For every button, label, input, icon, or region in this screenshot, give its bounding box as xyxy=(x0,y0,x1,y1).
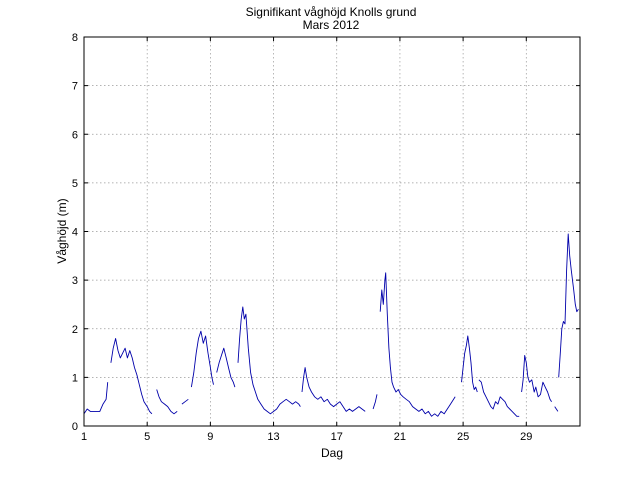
series-line-segment xyxy=(156,389,178,415)
series-line-segment xyxy=(478,379,520,417)
series-line-segment xyxy=(237,306,301,415)
y-tick-label: 2 xyxy=(72,324,78,336)
y-tick-label: 4 xyxy=(72,227,78,239)
series-line-segment xyxy=(301,367,366,412)
series-line-segment xyxy=(554,406,559,412)
series-line-segment xyxy=(379,272,456,417)
series-line-segment xyxy=(110,338,153,415)
y-tick-label: 3 xyxy=(72,275,78,287)
wave-height-series xyxy=(83,233,579,417)
x-tick-label: 13 xyxy=(267,431,279,443)
y-axis-label: Våghöjd (m) xyxy=(55,198,69,263)
series-line-segment xyxy=(372,394,378,410)
x-tick-label: 25 xyxy=(457,431,469,443)
series-line-segment xyxy=(190,330,214,388)
y-tick-label: 1 xyxy=(72,372,78,384)
chart-subtitle: Mars 2012 xyxy=(303,18,360,32)
series-line-segment xyxy=(521,355,552,402)
series-line-segment xyxy=(461,335,478,393)
series-line-segment xyxy=(558,233,579,378)
series-line-segment xyxy=(83,382,109,415)
y-tick-label: 7 xyxy=(72,81,78,93)
series-line-segment xyxy=(181,398,189,405)
series-line-segment xyxy=(216,347,236,388)
x-tick-label: 17 xyxy=(331,431,343,443)
x-tick-label: 5 xyxy=(144,431,150,443)
grid-lines xyxy=(84,37,580,426)
y-tick-label: 8 xyxy=(72,32,78,44)
x-tick-label: 1 xyxy=(81,431,87,443)
x-tick-label: 9 xyxy=(207,431,213,443)
y-tick-label: 6 xyxy=(72,129,78,141)
y-tick-label: 0 xyxy=(72,421,78,433)
y-tick-label: 5 xyxy=(72,178,78,190)
chart-title: Signifikant våghöjd Knolls grund xyxy=(246,5,417,19)
x-tick-label: 29 xyxy=(520,431,532,443)
x-tick-label: 21 xyxy=(394,431,406,443)
x-axis-label: Dag xyxy=(321,446,343,460)
